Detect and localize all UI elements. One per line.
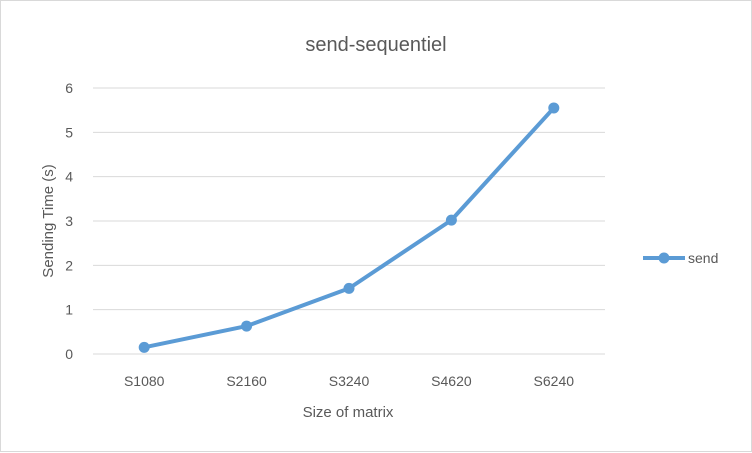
x-tick-label: S1080 bbox=[124, 373, 165, 389]
data-point bbox=[241, 320, 253, 332]
y-axis-label: Sending Time (s) bbox=[40, 164, 57, 277]
y-tick-label: 5 bbox=[65, 124, 73, 140]
data-point bbox=[343, 282, 355, 294]
legend: send bbox=[643, 250, 718, 266]
chart-title: send-sequentiel bbox=[305, 34, 446, 56]
y-tick-label: 6 bbox=[65, 80, 73, 96]
x-tick-label: S2160 bbox=[226, 373, 267, 389]
y-tick-label: 3 bbox=[65, 213, 73, 229]
legend-marker bbox=[658, 252, 670, 264]
series-line-send bbox=[142, 105, 556, 350]
x-axis-label: Size of matrix bbox=[303, 404, 394, 421]
data-point bbox=[445, 214, 457, 226]
y-tick-label: 2 bbox=[65, 257, 73, 273]
x-tick-label: S6240 bbox=[534, 373, 575, 389]
y-tick-label: 0 bbox=[65, 346, 73, 362]
gridlines bbox=[93, 87, 605, 355]
legend-label: send bbox=[688, 250, 718, 266]
x-axis-ticks: S1080 S2160 S3240 S4620 S6240 bbox=[124, 373, 574, 389]
series-layer bbox=[138, 102, 560, 353]
data-point bbox=[548, 102, 560, 114]
y-axis-ticks: 0 1 2 3 4 5 6 bbox=[65, 80, 73, 362]
x-tick-label: S3240 bbox=[329, 373, 370, 389]
data-point bbox=[138, 341, 150, 353]
y-tick-label: 1 bbox=[65, 302, 73, 318]
y-tick-label: 4 bbox=[65, 169, 73, 185]
x-tick-label: S4620 bbox=[431, 373, 472, 389]
